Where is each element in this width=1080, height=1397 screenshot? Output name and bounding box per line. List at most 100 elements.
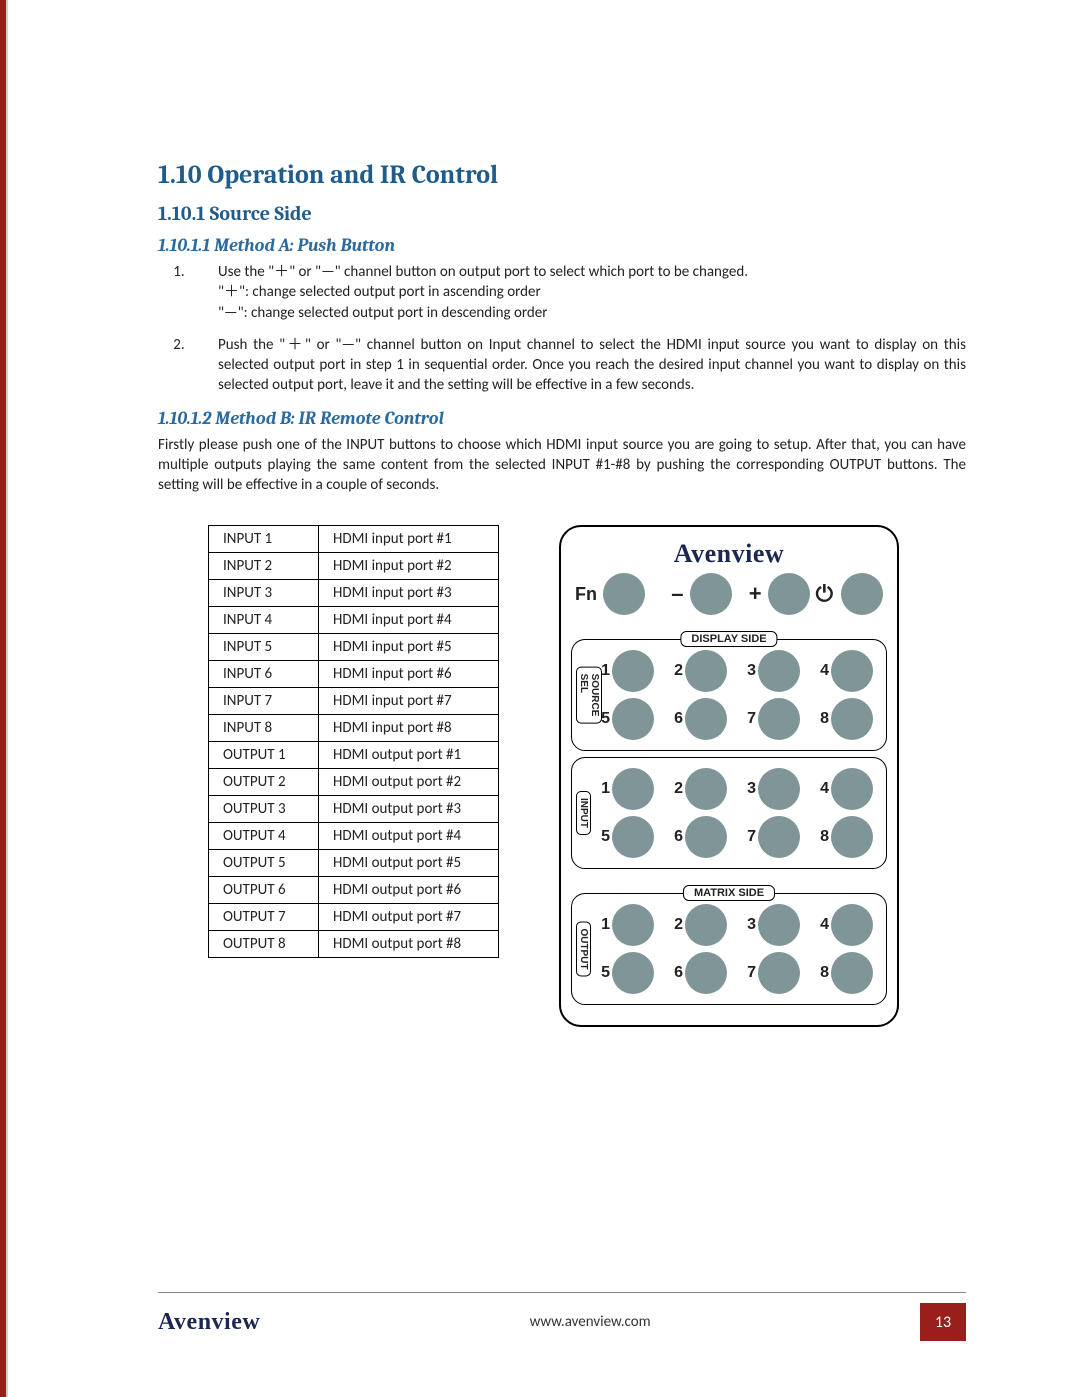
cell: OUTPUT 5 [209, 850, 319, 877]
step1-line1: Use the "＋" or "—" channel button on out… [218, 263, 748, 281]
table-row: OUTPUT 7HDMI output port #7 [209, 904, 499, 931]
cell: INPUT 7 [209, 688, 319, 715]
table-row: OUTPUT 8HDMI output port #8 [209, 931, 499, 958]
cell: HDMI output port #7 [319, 904, 499, 931]
table-row: INPUT 7HDMI input port #7 [209, 688, 499, 715]
source-sel-side-label: SOURCE SEL [576, 667, 602, 724]
btn-num: 4 [817, 916, 829, 934]
input-grid: INPUT 1 2 3 4 5 6 7 8 [571, 757, 887, 869]
output-btn-3 [758, 904, 800, 946]
btn-num: 8 [817, 828, 829, 846]
cell: OUTPUT 2 [209, 769, 319, 796]
cell: INPUT 2 [209, 553, 319, 580]
btn-num: 2 [671, 916, 683, 934]
table-row: INPUT 2HDMI input port #2 [209, 553, 499, 580]
heading-method-a: 1.10.1.1 Method A: Push Button [158, 235, 966, 256]
source-sel-grid: SOURCE SEL 1 2 3 4 5 6 7 8 [571, 639, 887, 751]
table-row: INPUT 1HDMI input port #1 [209, 526, 499, 553]
input-btn-8 [831, 816, 873, 858]
power-icon: ⏻ [816, 581, 833, 607]
input-btn-1 [612, 768, 654, 810]
source-btn-8 [831, 698, 873, 740]
cell: OUTPUT 3 [209, 796, 319, 823]
source-btn-6 [685, 698, 727, 740]
output-btn-4 [831, 904, 873, 946]
table-row: INPUT 8HDMI input port #8 [209, 715, 499, 742]
cell: HDMI input port #6 [319, 661, 499, 688]
table-row: OUTPUT 4HDMI output port #4 [209, 823, 499, 850]
power-button [841, 573, 883, 615]
cell: HDMI input port #4 [319, 607, 499, 634]
step-1: Use the "＋" or "—" channel button on out… [188, 262, 966, 323]
footer-url: www.avenview.com [260, 1313, 920, 1331]
input-btn-4 [831, 768, 873, 810]
remote-top-row: Fn – + ⏻ [571, 573, 887, 621]
method-a-steps: Use the "＋" or "—" channel button on out… [158, 262, 966, 396]
cell: HDMI output port #6 [319, 877, 499, 904]
cell: HDMI output port #3 [319, 796, 499, 823]
btn-num: 5 [598, 964, 610, 982]
cell: INPUT 1 [209, 526, 319, 553]
fn-button [603, 573, 645, 615]
source-btn-4 [831, 650, 873, 692]
cell: HDMI input port #2 [319, 553, 499, 580]
cell: HDMI input port #3 [319, 580, 499, 607]
btn-num: 8 [817, 964, 829, 982]
output-side-label: OUTPUT [576, 922, 591, 977]
btn-num: 6 [671, 828, 683, 846]
cell: HDMI input port #7 [319, 688, 499, 715]
output-btn-1 [612, 904, 654, 946]
cell: OUTPUT 1 [209, 742, 319, 769]
output-btn-6 [685, 952, 727, 994]
btn-num: 6 [671, 710, 683, 728]
matrix-side-label: MATRIX SIDE [683, 885, 775, 901]
source-btn-3 [758, 650, 800, 692]
table-row: INPUT 4HDMI input port #4 [209, 607, 499, 634]
step-2: Push the "＋" or "—" channel button on In… [188, 335, 966, 396]
btn-num: 3 [744, 780, 756, 798]
port-mapping-table: INPUT 1HDMI input port #1 INPUT 2HDMI in… [208, 525, 499, 958]
btn-num: 7 [744, 710, 756, 728]
btn-num: 3 [744, 662, 756, 680]
cell: HDMI input port #8 [319, 715, 499, 742]
table-row: INPUT 5HDMI input port #5 [209, 634, 499, 661]
step1-line3: "—": change selected output port in desc… [218, 304, 547, 322]
page-footer: Avenview www.avenview.com 13 [158, 1292, 966, 1341]
input-btn-5 [612, 816, 654, 858]
cell: HDMI output port #1 [319, 742, 499, 769]
document-page: 1.10 Operation and IR Control 1.10.1 Sou… [6, 0, 1080, 1397]
btn-num: 5 [598, 828, 610, 846]
ir-remote-diagram: Avenview Fn – + ⏻ DISPLAY SIDE SOURCE SE… [559, 525, 899, 1027]
cell: INPUT 3 [209, 580, 319, 607]
heading-method-b: 1.10.1.2 Method B: IR Remote Control [158, 408, 966, 429]
table-row: OUTPUT 3HDMI output port #3 [209, 796, 499, 823]
btn-num: 7 [744, 828, 756, 846]
btn-num: 7 [744, 964, 756, 982]
cell: HDMI output port #4 [319, 823, 499, 850]
display-side-label: DISPLAY SIDE [680, 631, 777, 647]
cell: INPUT 8 [209, 715, 319, 742]
btn-num: 1 [598, 780, 610, 798]
heading-1-10: 1.10 Operation and IR Control [158, 160, 966, 190]
page-number: 13 [920, 1303, 966, 1341]
minus-label: – [671, 581, 683, 607]
output-grid: OUTPUT 1 2 3 4 5 6 7 8 [571, 893, 887, 1005]
btn-num: 6 [671, 964, 683, 982]
fn-label: Fn [575, 584, 597, 605]
cell: OUTPUT 7 [209, 904, 319, 931]
table-row: OUTPUT 1HDMI output port #1 [209, 742, 499, 769]
table-row: OUTPUT 6HDMI output port #6 [209, 877, 499, 904]
btn-num: 3 [744, 916, 756, 934]
table-row: INPUT 6HDMI input port #6 [209, 661, 499, 688]
input-btn-6 [685, 816, 727, 858]
input-btn-3 [758, 768, 800, 810]
input-btn-7 [758, 816, 800, 858]
footer-brand: Avenview [158, 1309, 260, 1336]
output-btn-7 [758, 952, 800, 994]
minus-button [690, 573, 732, 615]
cell: OUTPUT 6 [209, 877, 319, 904]
cell: INPUT 4 [209, 607, 319, 634]
output-btn-5 [612, 952, 654, 994]
cell: OUTPUT 4 [209, 823, 319, 850]
cell: INPUT 6 [209, 661, 319, 688]
